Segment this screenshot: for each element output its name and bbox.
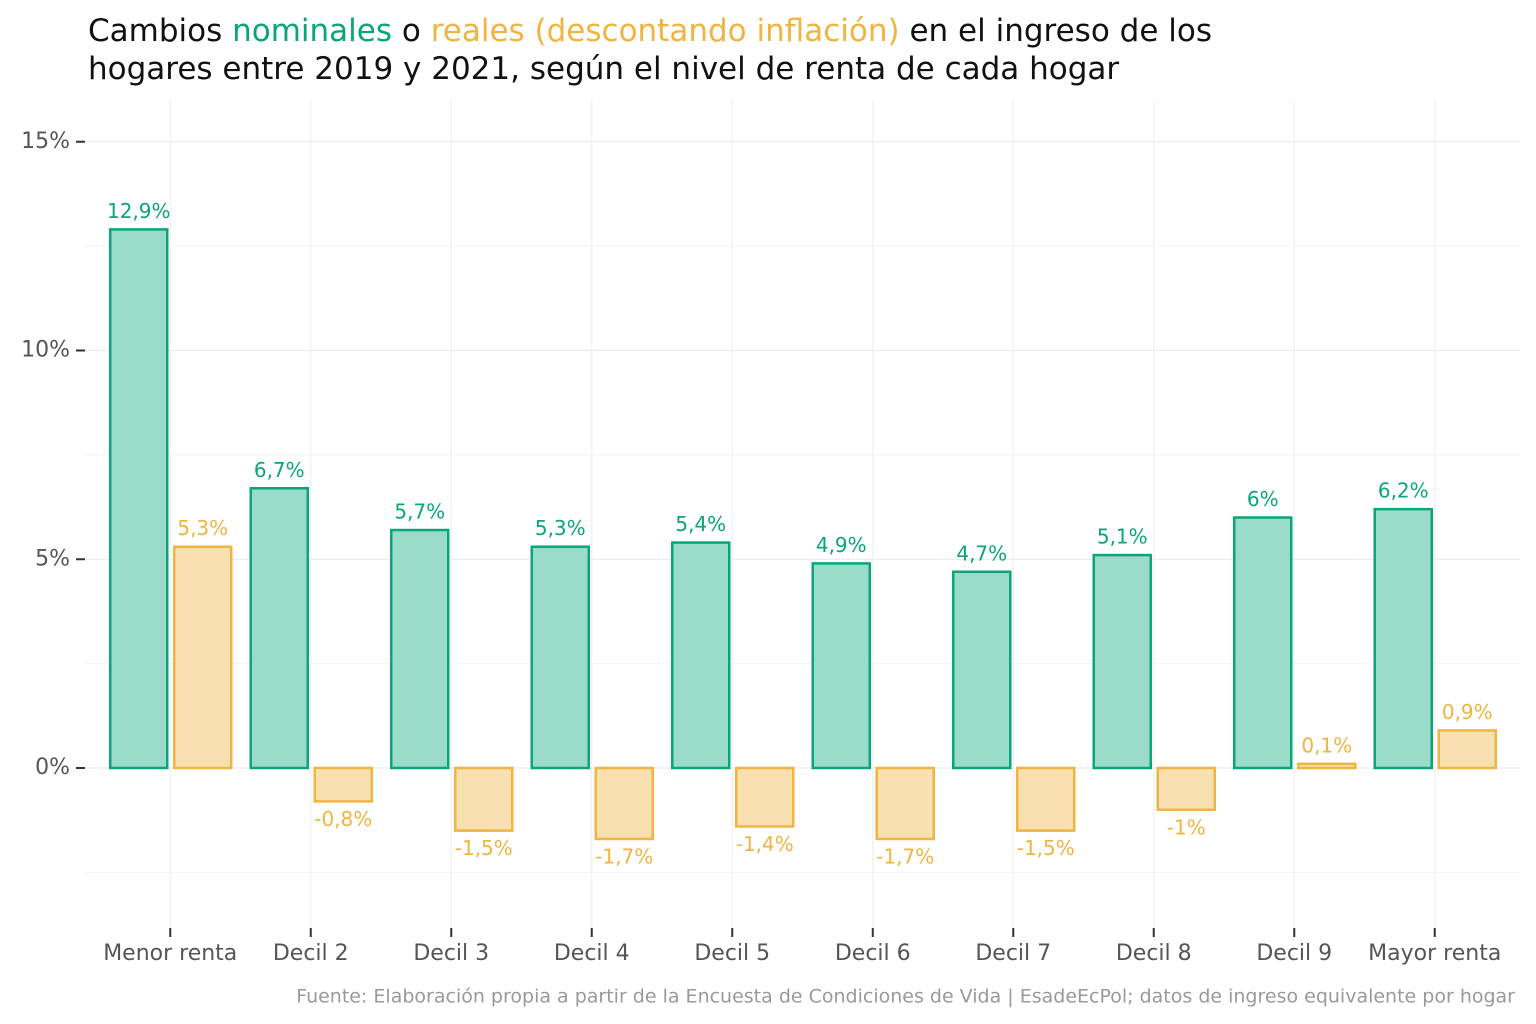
caption: Fuente: Elaboración propia a partir de l… [296,986,1515,1008]
x-tick-label: Menor renta [103,941,237,966]
data-label: -1,7% [595,844,653,868]
data-label: 12,9% [107,199,171,223]
data-label: -1,7% [876,844,934,868]
x-tick-label: Decil 3 [413,941,489,966]
bar [109,228,169,770]
data-label: 4,9% [816,533,867,557]
data-label: 5,3% [177,516,228,540]
data-label: -0,8% [314,807,372,831]
bar [313,766,373,803]
data-label: -1,4% [736,832,794,856]
data-label: 4,7% [956,541,1007,565]
data-label: 5,4% [675,512,726,536]
bar [530,545,590,770]
data-label: 6% [1247,487,1279,511]
data-label: 5,1% [1097,525,1148,549]
y-tick-label: 0% [35,755,70,780]
bar [454,766,514,832]
bar [1233,516,1293,770]
bar [1373,507,1433,770]
x-tick-label: Decil 4 [554,941,630,966]
bar [1437,729,1497,770]
bar [1156,766,1216,811]
bar [390,528,450,770]
y-tick-label: 5% [35,546,70,571]
bar [811,562,871,770]
x-tick-label: Decil 9 [1256,941,1332,966]
bar [594,766,654,841]
title-text: en el ingreso de los [909,13,1212,49]
x-tick-label: Mayor renta [1368,941,1501,966]
y-tick-label: 10% [21,338,70,363]
x-tick-label: Decil 8 [1116,941,1192,966]
x-tick-label: Decil 6 [835,941,911,966]
bar [1016,766,1076,832]
title-text: o [401,13,421,49]
data-label: 6,7% [254,458,305,482]
legend-entry: nominales [232,13,393,49]
bar [173,545,233,770]
bar [1092,553,1152,770]
bar [952,570,1012,770]
title-text: Cambios [88,13,223,49]
x-tick-label: Decil 7 [975,941,1051,966]
data-label: -1,5% [455,836,513,860]
x-tick-label: Decil 5 [694,941,770,966]
data-label: 5,7% [394,500,445,524]
chart-title: Cambios nominales o reales (descontando … [88,12,1212,88]
bar [671,541,731,770]
data-label: 6,2% [1378,479,1429,503]
x-tick-label: Decil 2 [273,941,349,966]
y-tick-label: 15% [21,129,70,154]
data-label: 0,1% [1301,733,1352,757]
bar [735,766,795,828]
bar [249,487,309,770]
data-label: 0,9% [1442,700,1493,724]
bar [875,766,935,841]
data-label: -1% [1167,815,1206,839]
data-label: -1,5% [1017,836,1075,860]
bar [1297,762,1357,770]
title-text: hogares entre 2019 y 2021, según el nive… [88,51,1120,87]
legend-entry: reales (descontando inflación) [430,13,900,49]
data-label: 5,3% [535,516,586,540]
